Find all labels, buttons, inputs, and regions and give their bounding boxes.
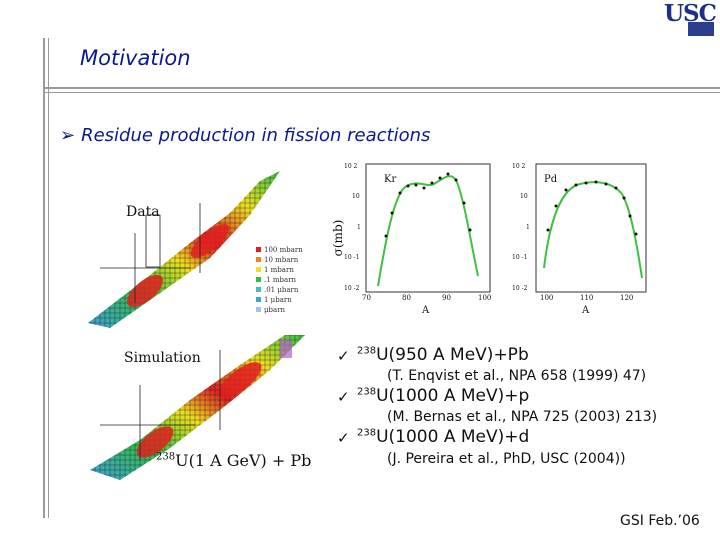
pd-ytick: 10 -2: [512, 285, 528, 292]
reaction-1: 238U(950 A MeV)+Pb: [357, 345, 529, 365]
cross-section-plots: σ(mb) 10 2 10 1 10 -1 10 -2 70 80 90 100…: [331, 163, 647, 316]
data-chart-label: Data: [126, 204, 160, 220]
pd-panel-label: Pd: [544, 174, 558, 185]
sigma-ylabel: σ(mb): [331, 220, 345, 257]
check-icon: ✓: [337, 347, 350, 365]
kr-xtick: 100: [478, 294, 491, 302]
pd-xtick: 100: [540, 294, 553, 302]
kr-xtick: 80: [402, 294, 411, 302]
usc-logo: USC: [664, 0, 717, 36]
reaction-3: 238U(1000 A MeV)+d: [357, 427, 529, 447]
pd-model-curve: [543, 181, 643, 279]
simulation-caption: 238U(1 A GeV) + Pb: [156, 451, 311, 470]
check-icon: ✓: [337, 388, 350, 406]
sim-caption-mass: 238: [156, 451, 176, 463]
frame-title-underline-2: [44, 92, 720, 93]
legend-entry: μbarn: [264, 306, 286, 314]
frame-left-line-2: [48, 38, 49, 518]
usc-crest-icon: [688, 22, 714, 36]
legend-entry: 1 μbarn: [264, 296, 292, 304]
pd-ytick: 1: [526, 224, 530, 231]
reaction-2: 238U(1000 A MeV)+p: [357, 386, 529, 406]
reaction-text: U(1000 A MeV)+d: [376, 427, 530, 447]
kr-panel: σ(mb) 10 2 10 1 10 -1 10 -2 70 80 90 100…: [331, 163, 491, 316]
slide-title: Motivation: [80, 46, 191, 70]
reaction-mass: 238: [357, 386, 377, 398]
legend-entry: .1 mbarn: [264, 276, 297, 284]
kr-panel-label: Kr: [384, 174, 396, 185]
arrow-bullet-icon: ➢: [60, 125, 76, 146]
kr-model-curve: [377, 175, 479, 287]
check-icon: ✓: [337, 429, 350, 447]
frame-title-underline-1: [44, 87, 720, 89]
pd-ytick: 10 2: [512, 163, 526, 170]
data-nuclide-chart: Data 100 mbarn 10 mbarn 1 mbarn .1 mbarn…: [88, 171, 303, 328]
citation-2: (M. Bernas et al., NPA 725 (2003) 213): [387, 409, 658, 425]
reaction-text: U(950 A MeV)+Pb: [376, 345, 529, 365]
legend-entry: 100 mbarn: [264, 246, 303, 254]
sim-caption-text: U(1 A GeV) + Pb: [175, 451, 312, 470]
simulation-nuclide-chart: Simulation: [90, 335, 305, 480]
pd-ytick: 10: [520, 193, 528, 200]
kr-xtick: 70: [362, 294, 371, 302]
legend-entry: 10 mbarn: [264, 256, 299, 264]
reaction-mass: 238: [357, 427, 377, 439]
kr-xlabel: A: [421, 305, 430, 316]
pd-xtick: 110: [580, 294, 593, 302]
pd-ytick: 10 -1: [512, 254, 527, 261]
bullet-text: Residue production in fission reactions: [81, 125, 431, 146]
kr-ytick: 10: [352, 193, 360, 200]
pd-xlabel: A: [581, 305, 590, 316]
kr-ytick: 10 2: [344, 163, 358, 170]
kr-ytick: 10 -1: [344, 254, 359, 261]
pd-panel: 10 2 10 1 10 -1 10 -2 100 110 120 Pd A: [512, 163, 647, 316]
pd-xtick: 120: [620, 294, 633, 302]
pd-data-points: [546, 180, 638, 236]
footer-date: GSI Feb.’06: [620, 513, 700, 529]
simulation-chart-label: Simulation: [124, 350, 201, 366]
legend-entry: .01 μbarn: [264, 286, 299, 294]
kr-ytick: 10 -2: [344, 285, 360, 292]
citation-1: (T. Enqvist et al., NPA 658 (1999) 47): [387, 368, 647, 384]
bullet-heading: ➢ Residue production in fission reactions: [60, 125, 430, 146]
frame-left-line-1: [43, 38, 45, 518]
legend-entry: 1 mbarn: [264, 266, 294, 274]
kr-xtick: 90: [442, 294, 451, 302]
reaction-mass: 238: [357, 345, 377, 357]
citation-3: (J. Pereira et al., PhD, USC (2004)): [387, 451, 626, 467]
nuclide-legend: 100 mbarn 10 mbarn 1 mbarn .1 mbarn .01 …: [256, 246, 303, 314]
kr-ytick: 1: [357, 224, 361, 231]
reaction-text: U(1000 A MeV)+p: [376, 386, 530, 406]
kr-data-points: [384, 172, 472, 238]
